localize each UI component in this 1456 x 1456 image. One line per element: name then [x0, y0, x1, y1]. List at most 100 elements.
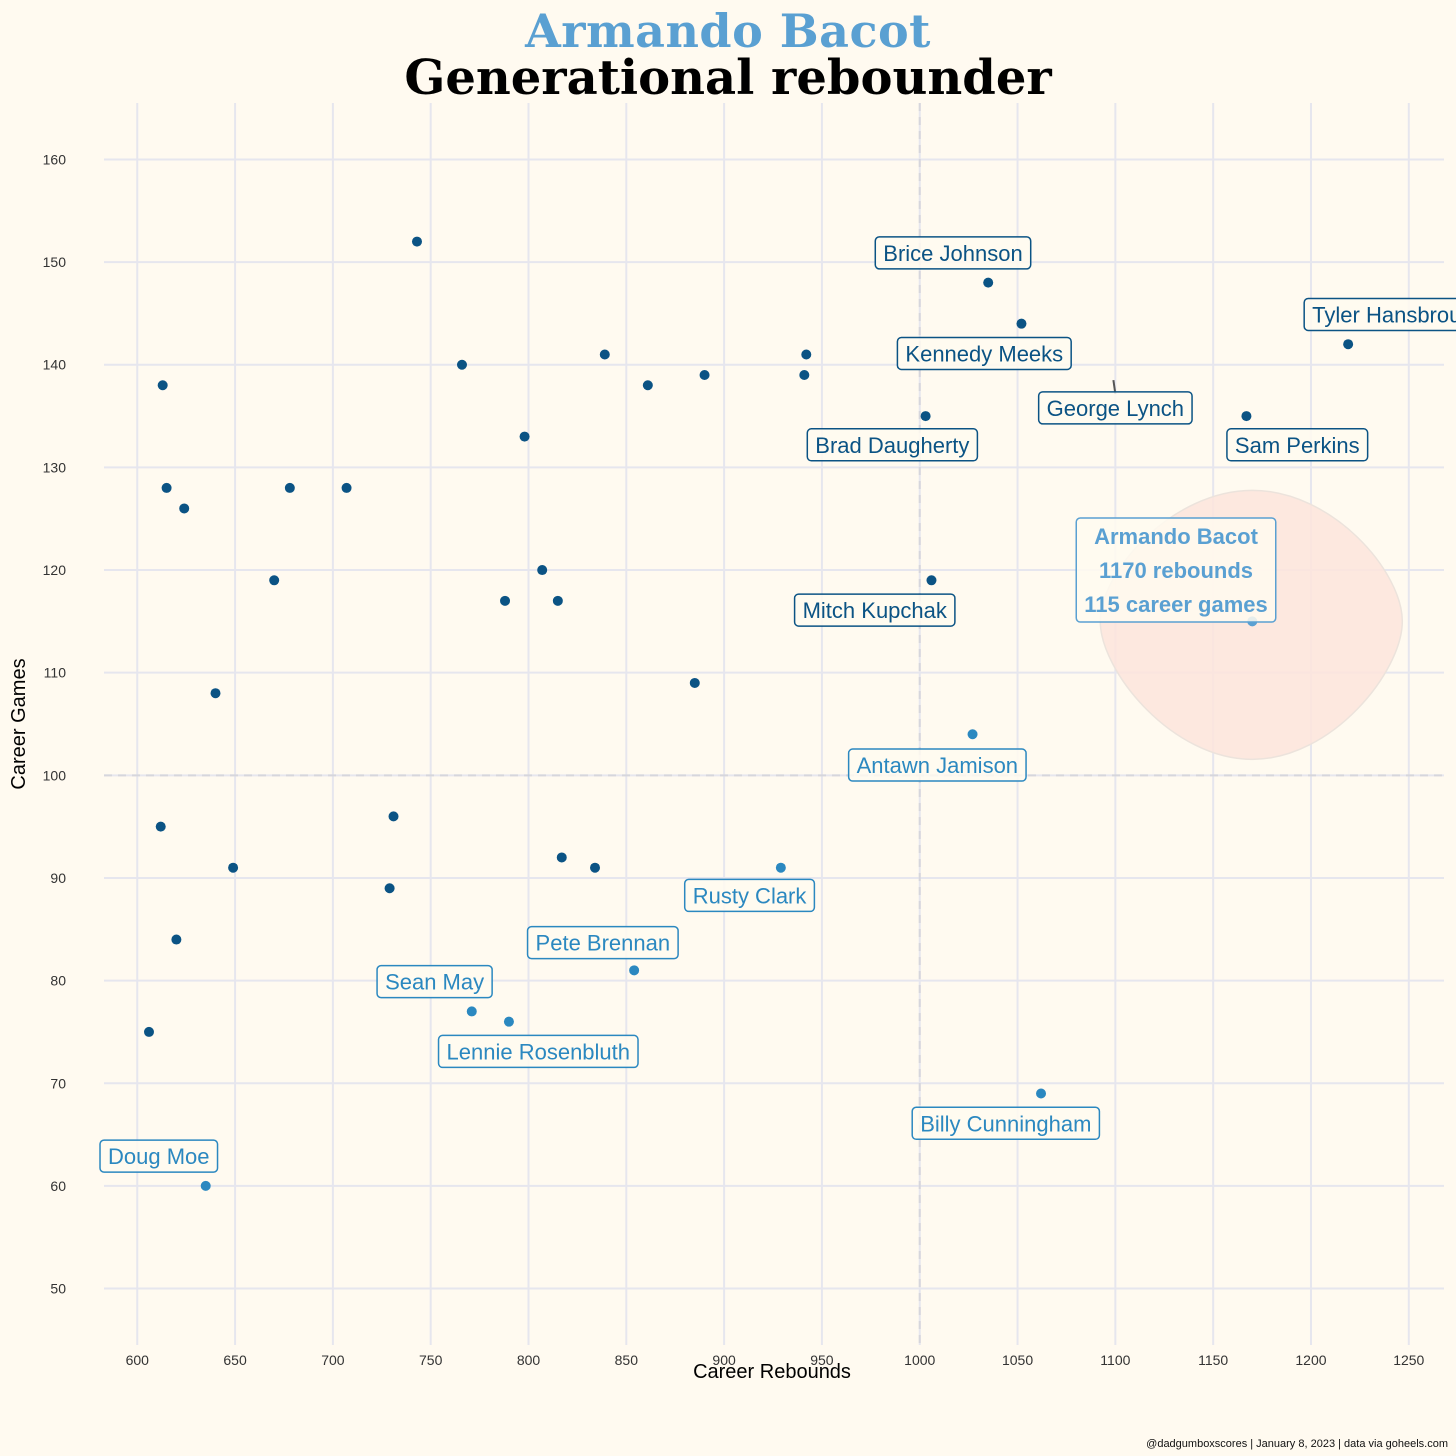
- label-text: 115 career games: [1084, 592, 1268, 617]
- label-box: [1037, 391, 1193, 425]
- label-text: George Lynch: [1047, 396, 1184, 421]
- label-box: [526, 925, 679, 960]
- data-point: [210, 688, 221, 699]
- label-text: Brice Johnson: [883, 241, 1022, 266]
- y-tick-label: 100: [43, 767, 67, 783]
- chart-subtitle: Generational rebounder: [404, 50, 1052, 106]
- label-box: [806, 428, 979, 462]
- data-point: [157, 380, 168, 391]
- label-text: Antawn Jamison: [857, 753, 1018, 778]
- data-point: [384, 883, 395, 894]
- data-point: [983, 277, 994, 288]
- label-text: Rusty Clark: [693, 883, 808, 908]
- data-point: [171, 934, 182, 945]
- x-tick-label: 750: [419, 1352, 443, 1368]
- data-point: [1036, 1088, 1047, 1099]
- label-box: [376, 964, 493, 999]
- player-label: Pete Brennan: [526, 925, 679, 960]
- x-axis-title: Career Rebounds: [693, 1361, 851, 1383]
- data-point: [590, 862, 601, 873]
- player-label: Sean May: [376, 964, 493, 999]
- x-tick-label: 1200: [1295, 1352, 1326, 1368]
- x-tick-label: 850: [615, 1352, 639, 1368]
- label-box: [683, 878, 816, 913]
- label-text: Tyler Hansbrough: [1312, 302, 1456, 327]
- y-tick-label: 60: [50, 1178, 66, 1194]
- data-point: [161, 482, 172, 493]
- y-axis-title: Career Games: [8, 658, 30, 789]
- chart-title: Armando Bacot: [525, 4, 931, 58]
- data-point: [466, 1006, 477, 1017]
- player-label: Antawn Jamison: [847, 748, 1027, 782]
- player-label: George Lynch: [1037, 391, 1193, 425]
- data-point: [503, 1016, 514, 1027]
- y-tick-label: 160: [43, 151, 67, 167]
- label-text: Doug Moe: [108, 1144, 210, 1169]
- x-tick-label: 600: [126, 1352, 150, 1368]
- source-caption: @dadgumboxscores | January 8, 2023 | dat…: [1146, 1438, 1448, 1450]
- data-point: [1343, 339, 1354, 350]
- data-point: [689, 677, 700, 688]
- label-box: [896, 336, 1072, 371]
- player-label: Lennie Rosenbluth: [437, 1034, 639, 1069]
- data-point: [200, 1180, 211, 1191]
- label-text: Lennie Rosenbluth: [447, 1039, 630, 1064]
- data-point: [284, 482, 295, 493]
- data-point: [411, 236, 422, 247]
- y-tick-label: 80: [50, 973, 66, 989]
- label-box: [437, 1034, 639, 1069]
- data-point: [629, 965, 640, 976]
- data-point: [537, 565, 548, 576]
- data-point: [799, 370, 810, 381]
- player-label: Rusty Clark: [683, 878, 816, 913]
- label-text: Sam Perkins: [1235, 433, 1360, 458]
- x-tick-label: 1150: [1198, 1352, 1228, 1368]
- x-tick-label: 1050: [1002, 1352, 1033, 1368]
- x-tick-label: 950: [810, 1352, 834, 1368]
- data-point: [143, 1026, 154, 1037]
- label-text: Brad Daugherty: [815, 433, 969, 458]
- label-box: [911, 1106, 1101, 1141]
- player-label: Tyler Hansbrough: [1303, 297, 1456, 332]
- label-text: Kennedy Meeks: [905, 341, 1063, 366]
- x-tick-label: 1250: [1393, 1352, 1424, 1368]
- label-text: Sean May: [385, 970, 484, 995]
- highlight-label: Armando Bacot 1170 rebounds 115 career gam…: [1075, 517, 1277, 623]
- y-tick-label: 140: [43, 357, 67, 373]
- data-point: [926, 575, 937, 586]
- player-label: Kennedy Meeks: [896, 336, 1072, 371]
- x-tick-label: 650: [223, 1352, 247, 1368]
- data-point: [388, 811, 399, 822]
- data-point: [642, 380, 653, 391]
- label-text: Pete Brennan: [536, 931, 671, 956]
- data-point: [1016, 318, 1027, 329]
- data-point: [1241, 411, 1252, 422]
- x-tick-label: 900: [712, 1352, 736, 1368]
- data-point: [179, 503, 190, 514]
- data-point: [155, 821, 166, 832]
- y-tick-label: 130: [43, 459, 67, 475]
- x-tick-label: 1000: [904, 1352, 935, 1368]
- x-tick-label: 700: [321, 1352, 345, 1368]
- data-point: [920, 411, 931, 422]
- data-point: [456, 359, 467, 370]
- data-point: [269, 575, 280, 586]
- player-label: Doug Moe: [99, 1139, 219, 1173]
- label-box: [874, 236, 1032, 270]
- data-point: [599, 349, 610, 360]
- y-tick-label: 150: [43, 254, 67, 270]
- y-tick-label: 90: [50, 870, 66, 886]
- data-point: [228, 862, 239, 873]
- x-tick-label: 800: [517, 1352, 541, 1368]
- data-point: [699, 370, 710, 381]
- player-label: Sam Perkins: [1226, 428, 1369, 462]
- data-point: [967, 729, 978, 740]
- y-tick-label: 110: [44, 665, 67, 681]
- data-point: [552, 595, 563, 606]
- player-label: Brice Johnson: [874, 236, 1032, 270]
- x-tick-label: 1100: [1100, 1352, 1130, 1368]
- data-point: [556, 852, 567, 863]
- label-box: [1303, 297, 1456, 332]
- player-label: Brad Daugherty: [806, 428, 979, 462]
- label-text: Billy Cunningham: [920, 1111, 1091, 1136]
